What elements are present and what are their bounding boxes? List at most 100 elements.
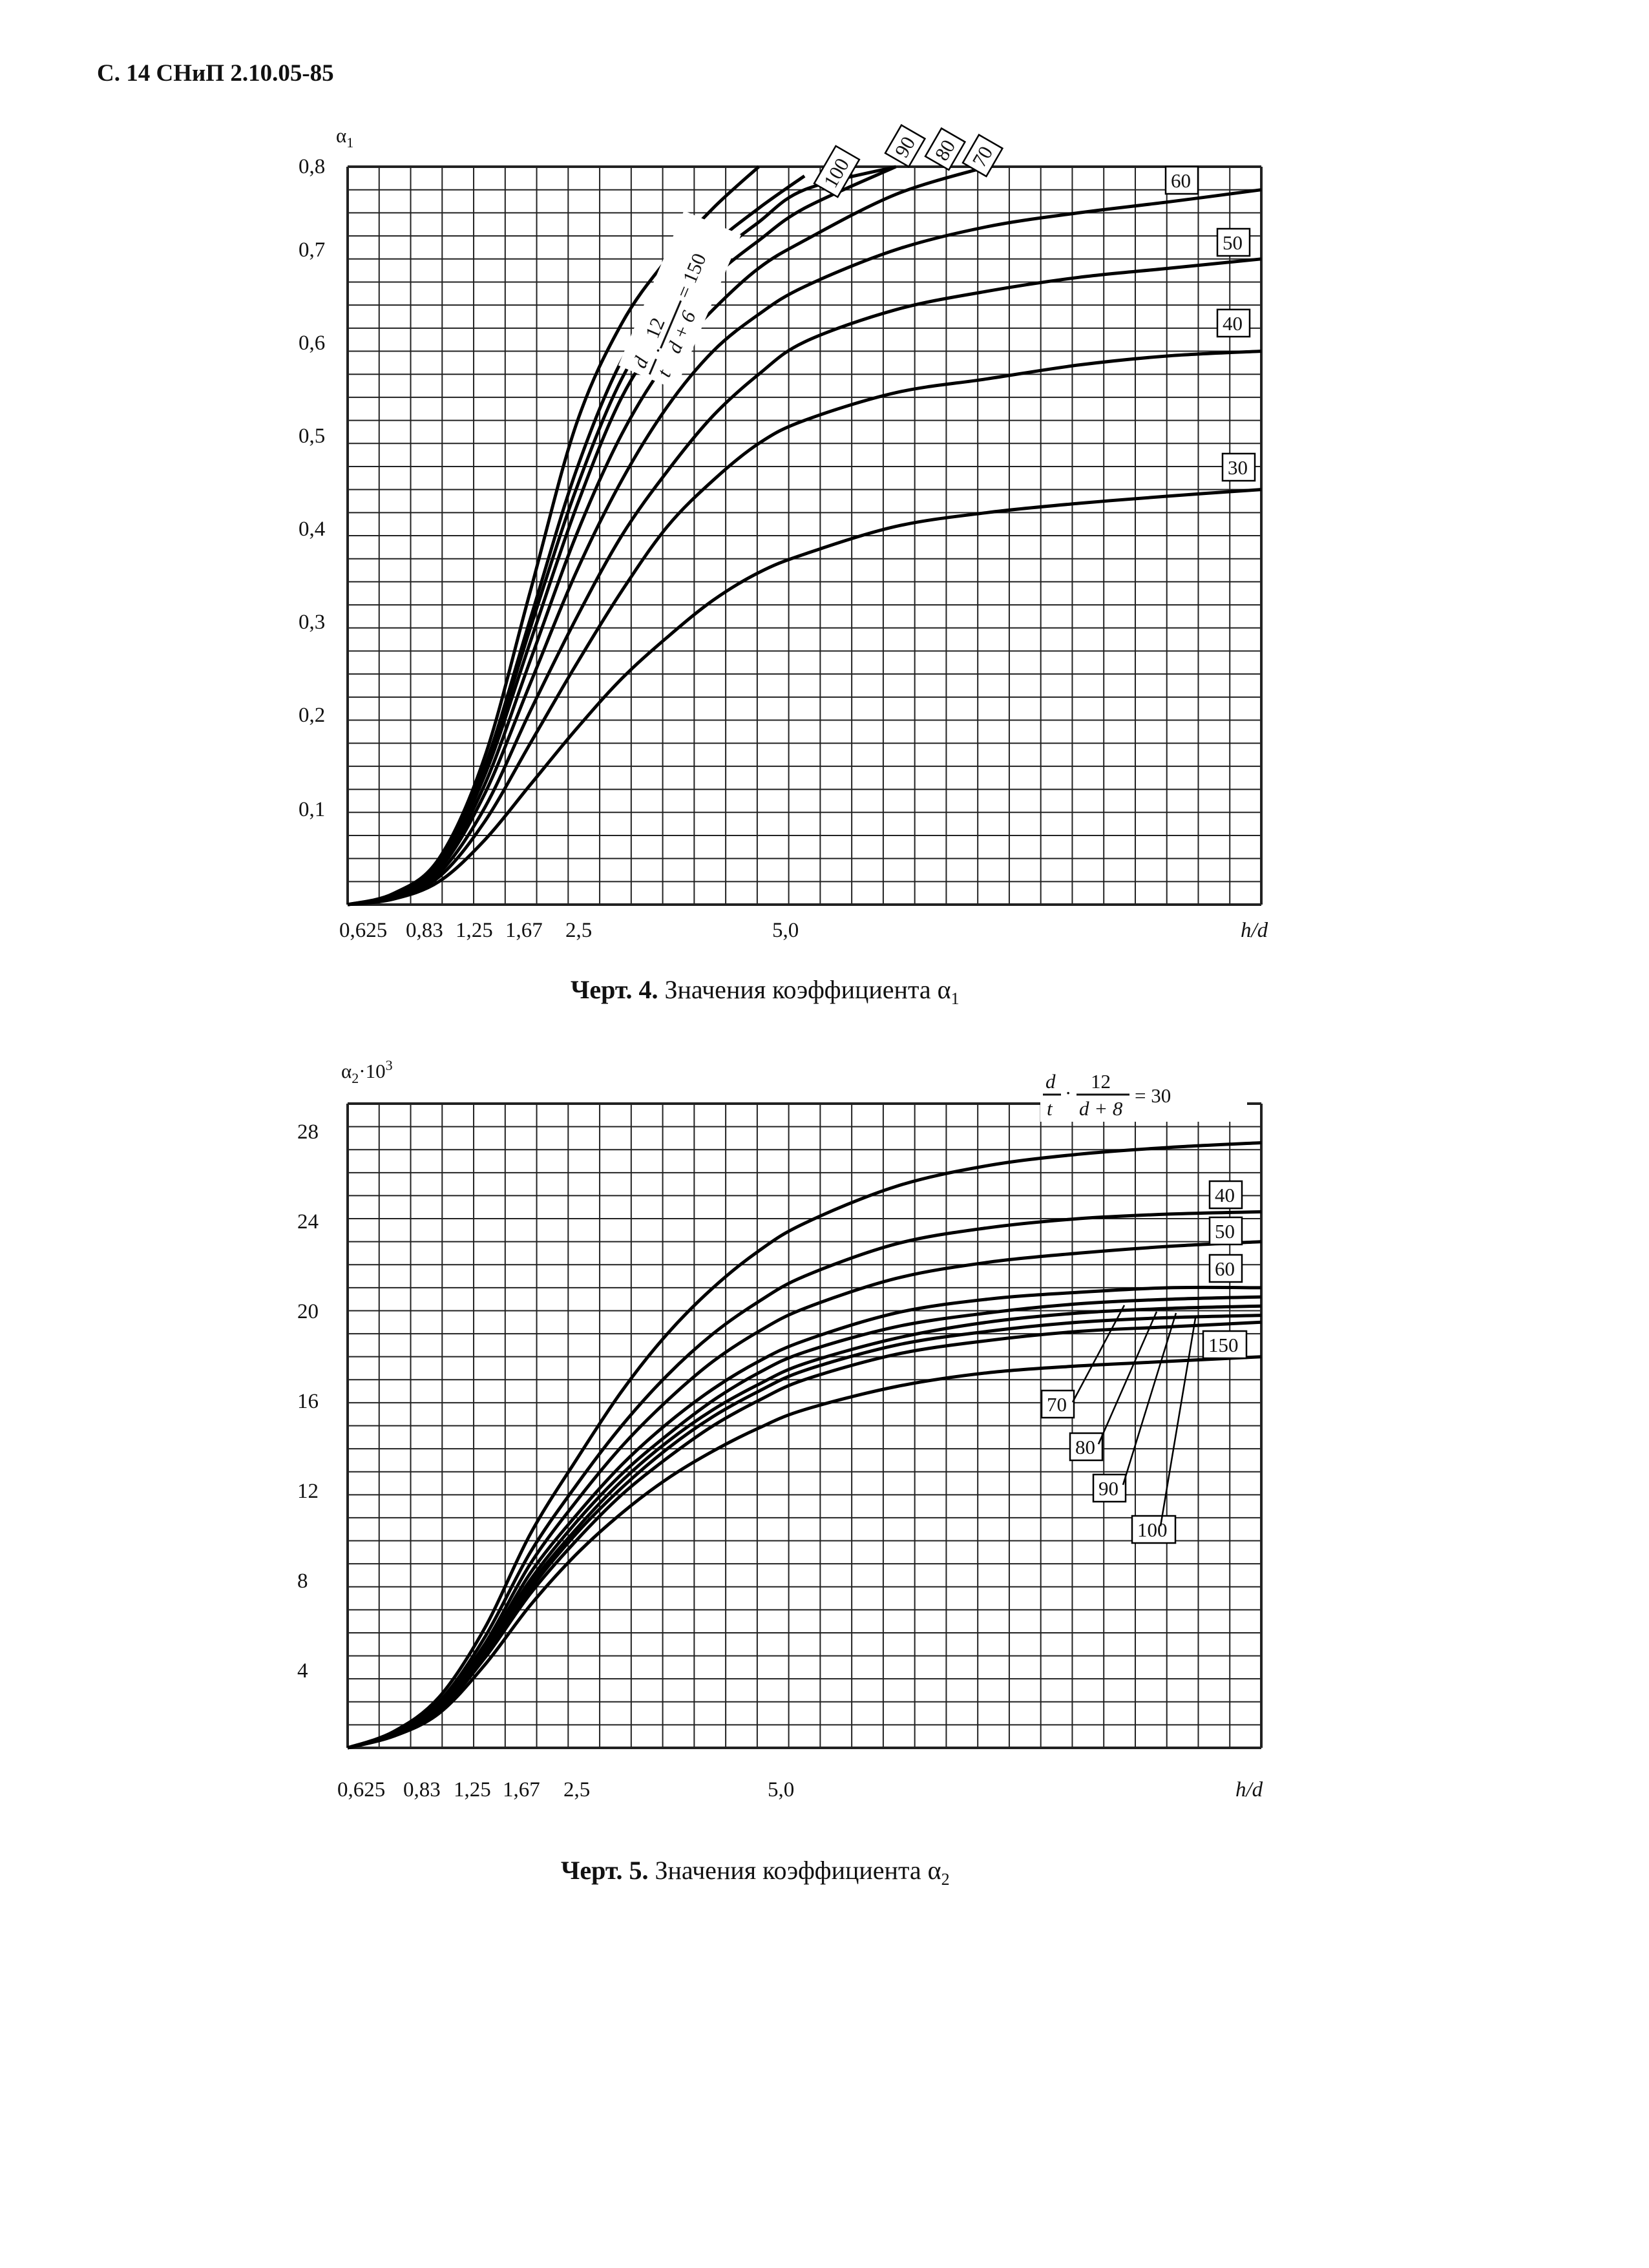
y-tick: 0,2 [299, 704, 325, 727]
y-tick: 12 [297, 1480, 319, 1503]
series-curve-150 [347, 1355, 1262, 1750]
x-tick: 2,5 [565, 919, 592, 942]
curve-label-box [1216, 308, 1251, 338]
curve-label-text: 50 [1215, 1220, 1235, 1243]
y-tick: 0,6 [299, 331, 325, 355]
curve-label-text: 60 [1215, 1257, 1235, 1280]
curve-label-60: 60 [1208, 1254, 1243, 1283]
chart-grid [346, 1102, 1263, 1749]
curve-label-box [1216, 227, 1251, 257]
curve-label-50: 50 [1216, 227, 1251, 257]
curve-label-box [1208, 1254, 1243, 1283]
y-tick: 28 [297, 1120, 319, 1144]
curve-label-90: 90 [1092, 1473, 1127, 1503]
series-curve-50 [347, 257, 1262, 907]
series-curve-70 [347, 165, 988, 907]
curve-label-40: 40 [1216, 308, 1251, 338]
svg-text:= 30: = 30 [1135, 1084, 1171, 1107]
curve-label-box [1092, 1473, 1127, 1503]
x-tick: 0,83 [403, 1778, 441, 1801]
formula-annotation: d t · 12 d + 6 = 150 [618, 211, 741, 390]
series-curve-50 [347, 1240, 1262, 1750]
series-curve-60 [347, 188, 1262, 907]
page-header: С. 14 СНиП 2.10.05-85 [97, 60, 334, 87]
curve-label-text: 100 [1137, 1518, 1168, 1541]
y-tick: 0,1 [299, 798, 325, 821]
curve-label-box [1208, 1180, 1243, 1210]
curve-label-80: 80 [924, 127, 967, 171]
x-tick: 1,67 [503, 1778, 540, 1801]
y-tick: 0,5 [299, 425, 325, 448]
chart-curves [347, 1141, 1262, 1750]
curve-label-text: 50 [1223, 231, 1243, 254]
x-tick: 1,25 [456, 919, 493, 942]
series-curve-30 [347, 488, 1262, 907]
curve-label-box [1131, 1515, 1177, 1544]
chart5-caption: Черт. 5. Значения коэффициента α2 [561, 1856, 950, 1889]
curve-label-50: 50 [1208, 1216, 1243, 1246]
label-leader-line [1122, 1312, 1177, 1486]
y-tick: 0,3 [299, 611, 325, 634]
y-tick: 0,7 [299, 238, 325, 262]
label-leader-line [1159, 1318, 1197, 1527]
curve-label-box [1164, 165, 1199, 195]
x-tick: 5,0 [768, 1778, 794, 1801]
curve-label-60: 60 [1164, 165, 1199, 195]
y-axis-ticks: 0,1 0,2 0,3 0,4 0,5 0,6 0,7 0,8 [299, 155, 325, 821]
curve-label-box [1221, 452, 1256, 482]
label-leader-line [1097, 1311, 1158, 1445]
curve-label-text: 150 [1208, 1334, 1239, 1356]
curve-label-box [1069, 1432, 1104, 1462]
series-curve-100 [347, 174, 806, 907]
y-tick: 4 [297, 1659, 308, 1683]
curve-label-box [1202, 1330, 1248, 1360]
y-tick: 20 [297, 1300, 319, 1323]
svg-text:·: · [1065, 1082, 1071, 1104]
curve-label-100: 100 [1131, 1515, 1177, 1544]
svg-text:t: t [1047, 1097, 1053, 1120]
curve-label-text: 60 [1171, 169, 1191, 192]
curve-label-box [961, 133, 1004, 178]
label-leader-line [1071, 1305, 1126, 1403]
x-tick: 5,0 [772, 919, 799, 942]
y-tick: 0,8 [299, 155, 325, 178]
curve-label-text: 90 [1098, 1477, 1119, 1500]
curve-label-90: 90 [884, 123, 927, 168]
curve-label-30: 30 [1221, 452, 1256, 482]
y-axis-ticks: 4 8 12 16 20 24 28 [297, 1120, 319, 1683]
curve-label-box [1040, 1389, 1075, 1419]
curve-label-text: 80 [1075, 1436, 1095, 1458]
series-curve-80 [347, 1304, 1262, 1750]
x-tick: 1,67 [505, 919, 543, 942]
x-tick: 0,625 [337, 1778, 385, 1801]
series-curve-40 [347, 1210, 1262, 1750]
series-curve-100 [347, 1320, 1262, 1750]
curve-label-70: 70 [961, 133, 1004, 178]
chart4-caption: Черт. 4. Значения коэффициента α1 [571, 975, 960, 1008]
curve-label-80: 80 [1069, 1432, 1104, 1462]
curve-label-70: 70 [1040, 1389, 1075, 1419]
x-axis-ticks: 0,625 0,83 1,25 1,67 2,5 5,0 h/d [339, 919, 1268, 942]
curve-label-150: 150 [1202, 1330, 1248, 1360]
y-tick: 0,4 [299, 518, 325, 541]
curve-label-text: 40 [1223, 312, 1243, 335]
y-axis-label: α1 [336, 124, 353, 151]
curve-label-40: 40 [1208, 1180, 1243, 1210]
y-tick: 16 [297, 1390, 319, 1413]
curve-label-box [884, 123, 927, 168]
curve-label-box [813, 145, 861, 198]
x-axis-ticks: 0,625 0,83 1,25 1,67 2,5 5,0 h/d [337, 1778, 1263, 1801]
svg-text:d: d [1045, 1070, 1056, 1093]
y-axis-label: α2·103 [341, 1057, 393, 1086]
x-tick: 0,625 [339, 919, 387, 942]
y-tick: 24 [297, 1210, 319, 1234]
x-tick: 0,83 [406, 919, 443, 942]
x-tick: 1,25 [454, 1778, 491, 1801]
series-curve-40 [347, 350, 1262, 907]
curve-label-box [1208, 1216, 1243, 1246]
x-axis-label: h/d [1235, 1778, 1263, 1801]
